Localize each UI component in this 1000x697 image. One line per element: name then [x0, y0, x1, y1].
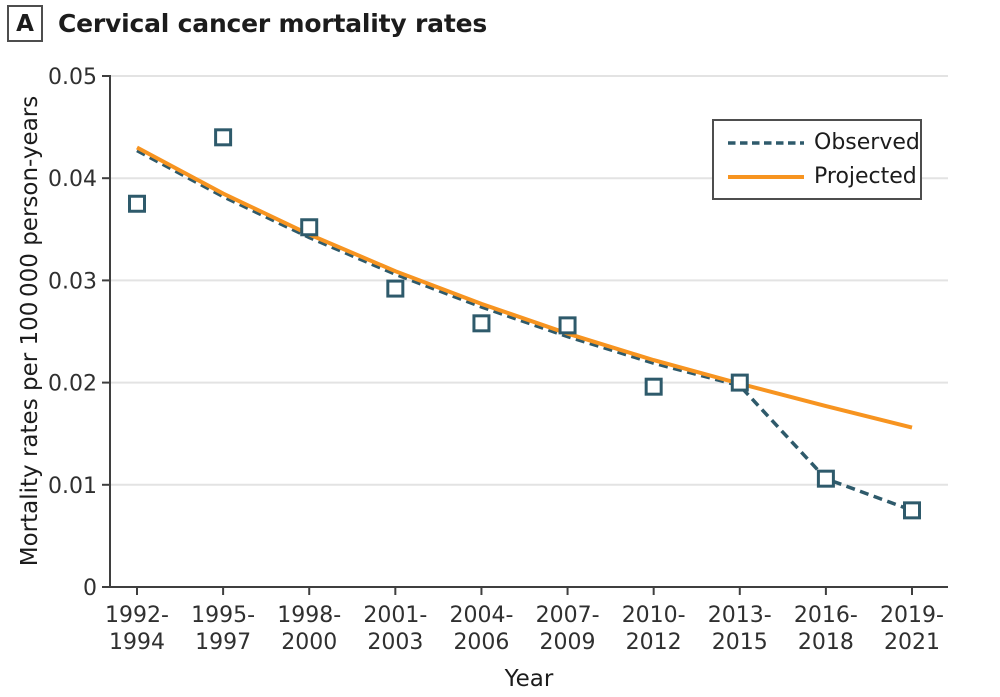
data-point-marker [128, 194, 146, 213]
y-tick-label: 0.03 [48, 269, 97, 294]
x-tick-label: 1995-1997 [191, 603, 255, 655]
y-tick-label: 0.05 [48, 65, 97, 90]
x-tick-label: 2019-2021 [880, 603, 944, 655]
x-tick-label: 2007-2009 [536, 603, 600, 655]
x-tick-label: 2013-2015 [708, 603, 772, 655]
data-point-marker [644, 377, 663, 396]
data-point-marker [472, 314, 491, 333]
data-point-marker [386, 279, 405, 298]
x-tick-label: 2004-2006 [449, 603, 513, 655]
y-tick-label: 0.04 [48, 167, 97, 192]
data-point-marker [214, 128, 233, 147]
data-point-marker [903, 501, 921, 520]
legend-item-projected: Projected [728, 164, 920, 189]
x-tick-label: 1992-1994 [105, 603, 169, 655]
data-point-marker [816, 469, 835, 488]
legend-label-observed: Observed [814, 130, 920, 155]
x-tick-label: 2016-2018 [794, 603, 858, 655]
legend: Observed Projected [712, 119, 922, 200]
panel-title: Cervical cancer mortality rates [58, 9, 488, 38]
observed-line [136, 149, 913, 512]
x-tick-label: 1998-2000 [277, 603, 341, 655]
projected-line [136, 145, 913, 430]
panel-letter-badge: A [7, 5, 43, 42]
legend-item-observed: Observed [728, 130, 920, 155]
legend-label-projected: Projected [814, 164, 917, 189]
panel-header: A Cervical cancer mortality rates [7, 5, 487, 42]
projected-solid-line-icon [728, 174, 804, 179]
observed-dashed-line-icon [728, 140, 804, 145]
x-axis-title: Year [504, 666, 554, 692]
y-tick-label: 0.02 [48, 372, 97, 397]
y-tick-label: 0 [83, 576, 97, 601]
x-tick-label: 2001-2003 [363, 603, 427, 655]
y-tick-label: 0.01 [48, 474, 97, 499]
data-point-marker [558, 316, 577, 335]
data-point-marker [730, 373, 749, 392]
data-point-marker [300, 218, 319, 237]
x-tick-label: 2010-2012 [622, 603, 686, 655]
